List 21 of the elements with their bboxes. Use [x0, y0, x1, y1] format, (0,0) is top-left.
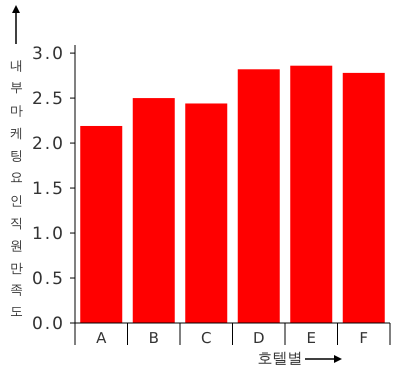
x-tick-label: E	[306, 329, 316, 347]
y-tick-label: 2.0	[32, 134, 65, 154]
x-tick-label: F	[359, 329, 368, 347]
x-tick-label: D	[252, 329, 265, 347]
x-tick-label: A	[96, 329, 108, 347]
x-axis-title: 호텔별	[258, 349, 302, 367]
x-tick-label: B	[148, 329, 159, 347]
x-tick-label: C	[201, 329, 212, 347]
bar	[132, 98, 175, 323]
bar	[342, 72, 385, 323]
bar	[80, 126, 122, 323]
y-tick-label: 0.0	[32, 314, 65, 334]
y-tick-label: 2.5	[32, 89, 65, 110]
y-tick-label: 1.0	[32, 224, 65, 244]
bar	[185, 103, 228, 323]
y-tick-label: 3.0	[32, 44, 65, 64]
bar	[290, 66, 332, 323]
y-tick-label: 0.5	[32, 269, 65, 290]
bar	[238, 69, 280, 323]
y-axis-title: 내부마케팅요인직원만족도	[8, 50, 24, 320]
y-tick-label: 1.5	[32, 179, 65, 200]
